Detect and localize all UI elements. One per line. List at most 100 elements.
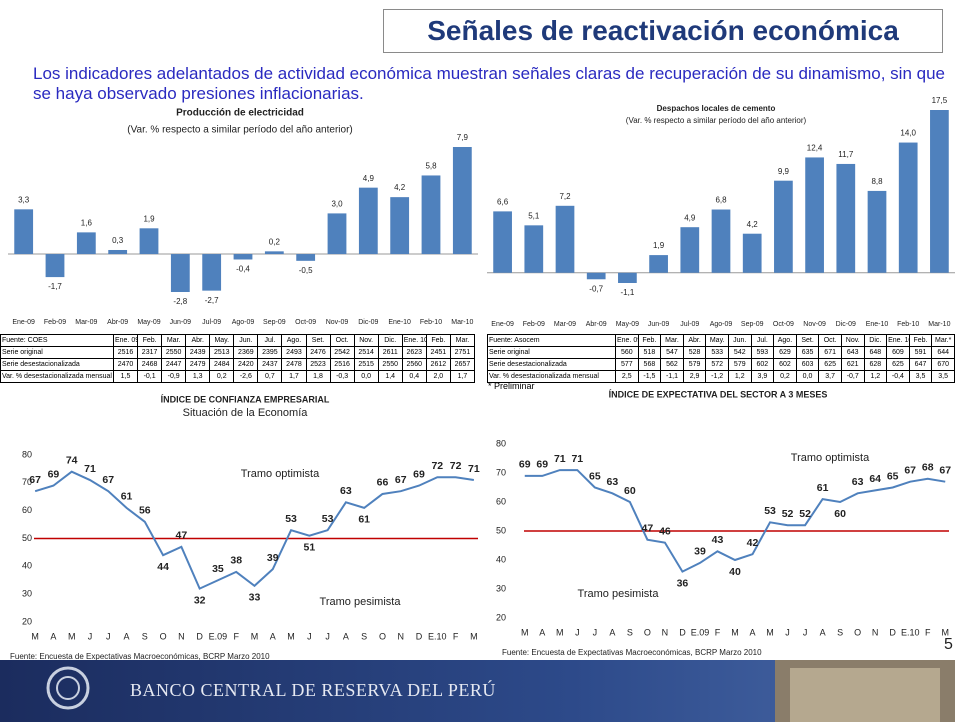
table-cell: 2420 bbox=[234, 359, 258, 371]
table-cell: 643 bbox=[841, 347, 864, 359]
table-cell: 2493 bbox=[282, 347, 306, 359]
value-label: 47 bbox=[176, 530, 188, 542]
logo bbox=[57, 677, 79, 699]
table-cell: 3,9 bbox=[751, 371, 774, 383]
value-label: 11,7 bbox=[838, 150, 854, 159]
table-row: Var. % desestacionalizada mensual1,5-0,1… bbox=[1, 371, 475, 383]
value-label: -2,7 bbox=[205, 296, 219, 305]
x-tick-label: Feb-10 bbox=[420, 319, 442, 326]
table-cell: 2623 bbox=[402, 347, 426, 359]
table-cell: 560 bbox=[616, 347, 639, 359]
header-row: Fuente: COESEne. 09Feb.Mar.Abr.May.Jun.J… bbox=[1, 335, 475, 347]
table-cell: 0,7 bbox=[258, 371, 282, 383]
y-tick-label: 70 bbox=[496, 467, 506, 477]
table-row: Serie desestacionalizada2470246824472479… bbox=[1, 359, 475, 371]
y-tick-label: 30 bbox=[22, 589, 32, 599]
x-tick-label: N bbox=[872, 627, 879, 637]
table-cell: 2395 bbox=[258, 347, 282, 359]
bar bbox=[868, 191, 887, 273]
table-cell: 648 bbox=[864, 347, 887, 359]
x-tick-label: N bbox=[662, 627, 669, 637]
bar bbox=[14, 209, 33, 254]
x-tick-label: E.10 bbox=[428, 631, 447, 641]
table-cell: 568 bbox=[638, 359, 661, 371]
table-cell: 0,4 bbox=[402, 371, 426, 383]
bar bbox=[836, 164, 855, 273]
bar bbox=[328, 213, 347, 254]
table-cell: 0,2 bbox=[774, 371, 797, 383]
table-cell: 2369 bbox=[234, 347, 258, 359]
value-label: 6,8 bbox=[715, 196, 727, 205]
table-cell: 2468 bbox=[138, 359, 162, 371]
value-label: 12,4 bbox=[807, 144, 823, 153]
value-label: 38 bbox=[230, 555, 242, 567]
value-label: 61 bbox=[121, 491, 133, 503]
column-header: Jul. bbox=[258, 335, 282, 347]
x-tick-label: A bbox=[539, 627, 545, 637]
x-tick-label: May-09 bbox=[137, 319, 160, 326]
table-cell: 644 bbox=[932, 347, 955, 359]
value-label: -0,7 bbox=[589, 284, 603, 293]
chart-title: Despachos locales de cemento bbox=[657, 104, 776, 113]
value-label: 35 bbox=[212, 563, 224, 575]
x-tick-label: Dic-09 bbox=[358, 319, 378, 326]
column-header: Mar. bbox=[450, 335, 474, 347]
table-cell: 647 bbox=[909, 359, 932, 371]
value-label: 4,9 bbox=[363, 174, 375, 183]
x-tick-label: Mar-10 bbox=[928, 321, 950, 328]
annotation: Tramo optimista bbox=[241, 468, 320, 480]
x-tick-label: Sep-09 bbox=[741, 321, 764, 328]
bar bbox=[296, 254, 315, 261]
table-cell: 635 bbox=[796, 347, 819, 359]
table-cell: 2751 bbox=[450, 347, 474, 359]
table-cell: 2560 bbox=[402, 359, 426, 371]
column-header: Dic. bbox=[378, 335, 402, 347]
x-tick-label: O bbox=[854, 627, 861, 637]
table-cell: 2451 bbox=[426, 347, 450, 359]
column-header: Feb. bbox=[638, 335, 661, 347]
y-tick-label: 20 bbox=[22, 616, 32, 626]
x-tick-label: Mar-09 bbox=[554, 321, 576, 328]
x-tick-label: M bbox=[31, 631, 39, 641]
x-tick-label: J bbox=[88, 631, 93, 641]
value-label: 53 bbox=[322, 513, 334, 525]
chart-title: ÍNDICE DE CONFIANZA EMPRESARIAL bbox=[161, 394, 330, 404]
x-tick-label: O bbox=[644, 627, 651, 637]
x-tick-label: J bbox=[325, 631, 330, 641]
value-label: 1,9 bbox=[143, 214, 155, 223]
x-tick-label: Jun-09 bbox=[170, 319, 192, 326]
column-header: Ago. bbox=[774, 335, 797, 347]
value-label: 0,3 bbox=[112, 236, 124, 245]
table-row: Serie original25162317255024392513236923… bbox=[1, 347, 475, 359]
bar bbox=[108, 250, 127, 254]
table-cell: 2,9 bbox=[683, 371, 706, 383]
table-source: Fuente: COES bbox=[1, 335, 114, 347]
x-tick-label: A bbox=[343, 631, 349, 641]
bar bbox=[556, 206, 575, 273]
x-tick-label: J bbox=[593, 627, 598, 637]
x-tick-label: N bbox=[178, 631, 185, 641]
x-tick-label: J bbox=[106, 631, 111, 641]
x-tick-label: M bbox=[287, 631, 295, 641]
value-label: 52 bbox=[799, 508, 811, 520]
column-header: Ago. bbox=[282, 335, 306, 347]
x-tick-label: A bbox=[124, 631, 130, 641]
x-tick-label: M bbox=[251, 631, 259, 641]
y-tick-label: 30 bbox=[496, 583, 506, 593]
bar bbox=[453, 147, 472, 254]
value-label: 63 bbox=[607, 476, 619, 488]
column-header: Nov. bbox=[354, 335, 378, 347]
table-cell: 2478 bbox=[282, 359, 306, 371]
table-cell: 2657 bbox=[450, 359, 474, 371]
table-cell: 628 bbox=[864, 359, 887, 371]
value-label: 4,9 bbox=[684, 213, 696, 222]
x-tick-label: F bbox=[233, 631, 239, 641]
x-tick-label: Ago-09 bbox=[232, 319, 255, 326]
value-label: 3,3 bbox=[18, 195, 30, 204]
table-cell: 1,7 bbox=[282, 371, 306, 383]
table-cell: 2612 bbox=[426, 359, 450, 371]
y-tick-label: 50 bbox=[22, 533, 32, 543]
bar bbox=[359, 188, 378, 254]
x-tick-label: F bbox=[925, 627, 931, 637]
column-header: Ene. 10 bbox=[887, 335, 910, 347]
